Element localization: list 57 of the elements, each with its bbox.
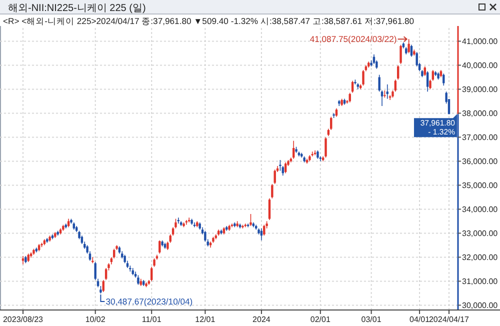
candlestick <box>380 90 384 106</box>
x-tick-label: 10/02 <box>85 315 106 324</box>
candlestick <box>429 79 432 90</box>
annotation: 41,087.75(2024/03/22) <box>310 34 397 44</box>
candlestick <box>250 214 252 226</box>
candlestick <box>102 280 104 292</box>
candlestick <box>274 169 276 184</box>
y-tick-label: 32,000.00 <box>462 253 498 262</box>
candlestick <box>185 220 188 226</box>
y-tick-label: 33,000.00 <box>462 229 498 238</box>
x-tick-label: 2023/08/23 <box>2 315 44 324</box>
candlestick <box>394 79 397 92</box>
candlestick <box>137 274 140 286</box>
chart-title: 해외-NII:NI225-니케이 225 (일) <box>8 3 146 14</box>
candlestick <box>386 84 388 100</box>
candlestick <box>268 198 271 220</box>
candlestick <box>174 218 177 229</box>
x-tick-label: 04/01 <box>410 315 430 324</box>
candlestick <box>150 266 153 282</box>
candlestick <box>396 64 400 80</box>
y-tick-label: 36,000.00 <box>462 157 498 166</box>
candlestick <box>432 70 434 82</box>
candlestick <box>263 224 266 236</box>
candlestick <box>292 140 295 160</box>
y-tick-label: 37,000.00 <box>462 133 498 142</box>
candlestick <box>424 66 426 76</box>
y-tick-label: 34,000.00 <box>462 205 498 214</box>
candlestick <box>271 184 274 199</box>
y-tick-label: 41,000.00 <box>462 37 498 46</box>
y-tick-label: 38,000.00 <box>462 109 498 118</box>
x-tick-label: 11/01 <box>142 315 162 324</box>
candlestick <box>378 74 380 92</box>
y-tick-label: 35,000.00 <box>462 181 498 190</box>
candlestick <box>94 262 96 280</box>
x-tick-label: 2024/04/17 <box>428 315 470 324</box>
annotation: 30,487.67(2023/10/04) <box>106 296 193 306</box>
chart-subtitle: <R> <해외-니케이 225>2024/04/17 종:37,961.80 ▼509.40 -1.32% 시:38,587.47 고:38,587.61 저:37,961.80 <box>3 16 414 26</box>
candlestick <box>158 240 161 254</box>
candlestick <box>362 70 364 86</box>
y-tick-label: 39,000.00 <box>462 85 498 94</box>
candlestick <box>426 70 429 92</box>
candlestick <box>284 162 287 174</box>
candlestick <box>416 52 418 67</box>
candlestick <box>400 44 402 64</box>
candlestick <box>410 44 413 58</box>
candlestick <box>408 38 410 54</box>
y-tick-label: 40,000.00 <box>462 61 498 70</box>
candlestick <box>351 80 354 94</box>
x-tick-label: 02/01 <box>310 315 331 324</box>
x-tick-label: 2024 <box>252 315 271 324</box>
y-tick-label: 31,000.00 <box>462 277 498 286</box>
candlestick <box>279 160 282 172</box>
x-tick-label: 12/01 <box>195 315 216 324</box>
candlestick <box>88 250 92 262</box>
y-tick-label: 30,000.00 <box>462 301 498 310</box>
candlestick <box>324 136 327 158</box>
x-tick-label: 03/01 <box>361 315 382 324</box>
